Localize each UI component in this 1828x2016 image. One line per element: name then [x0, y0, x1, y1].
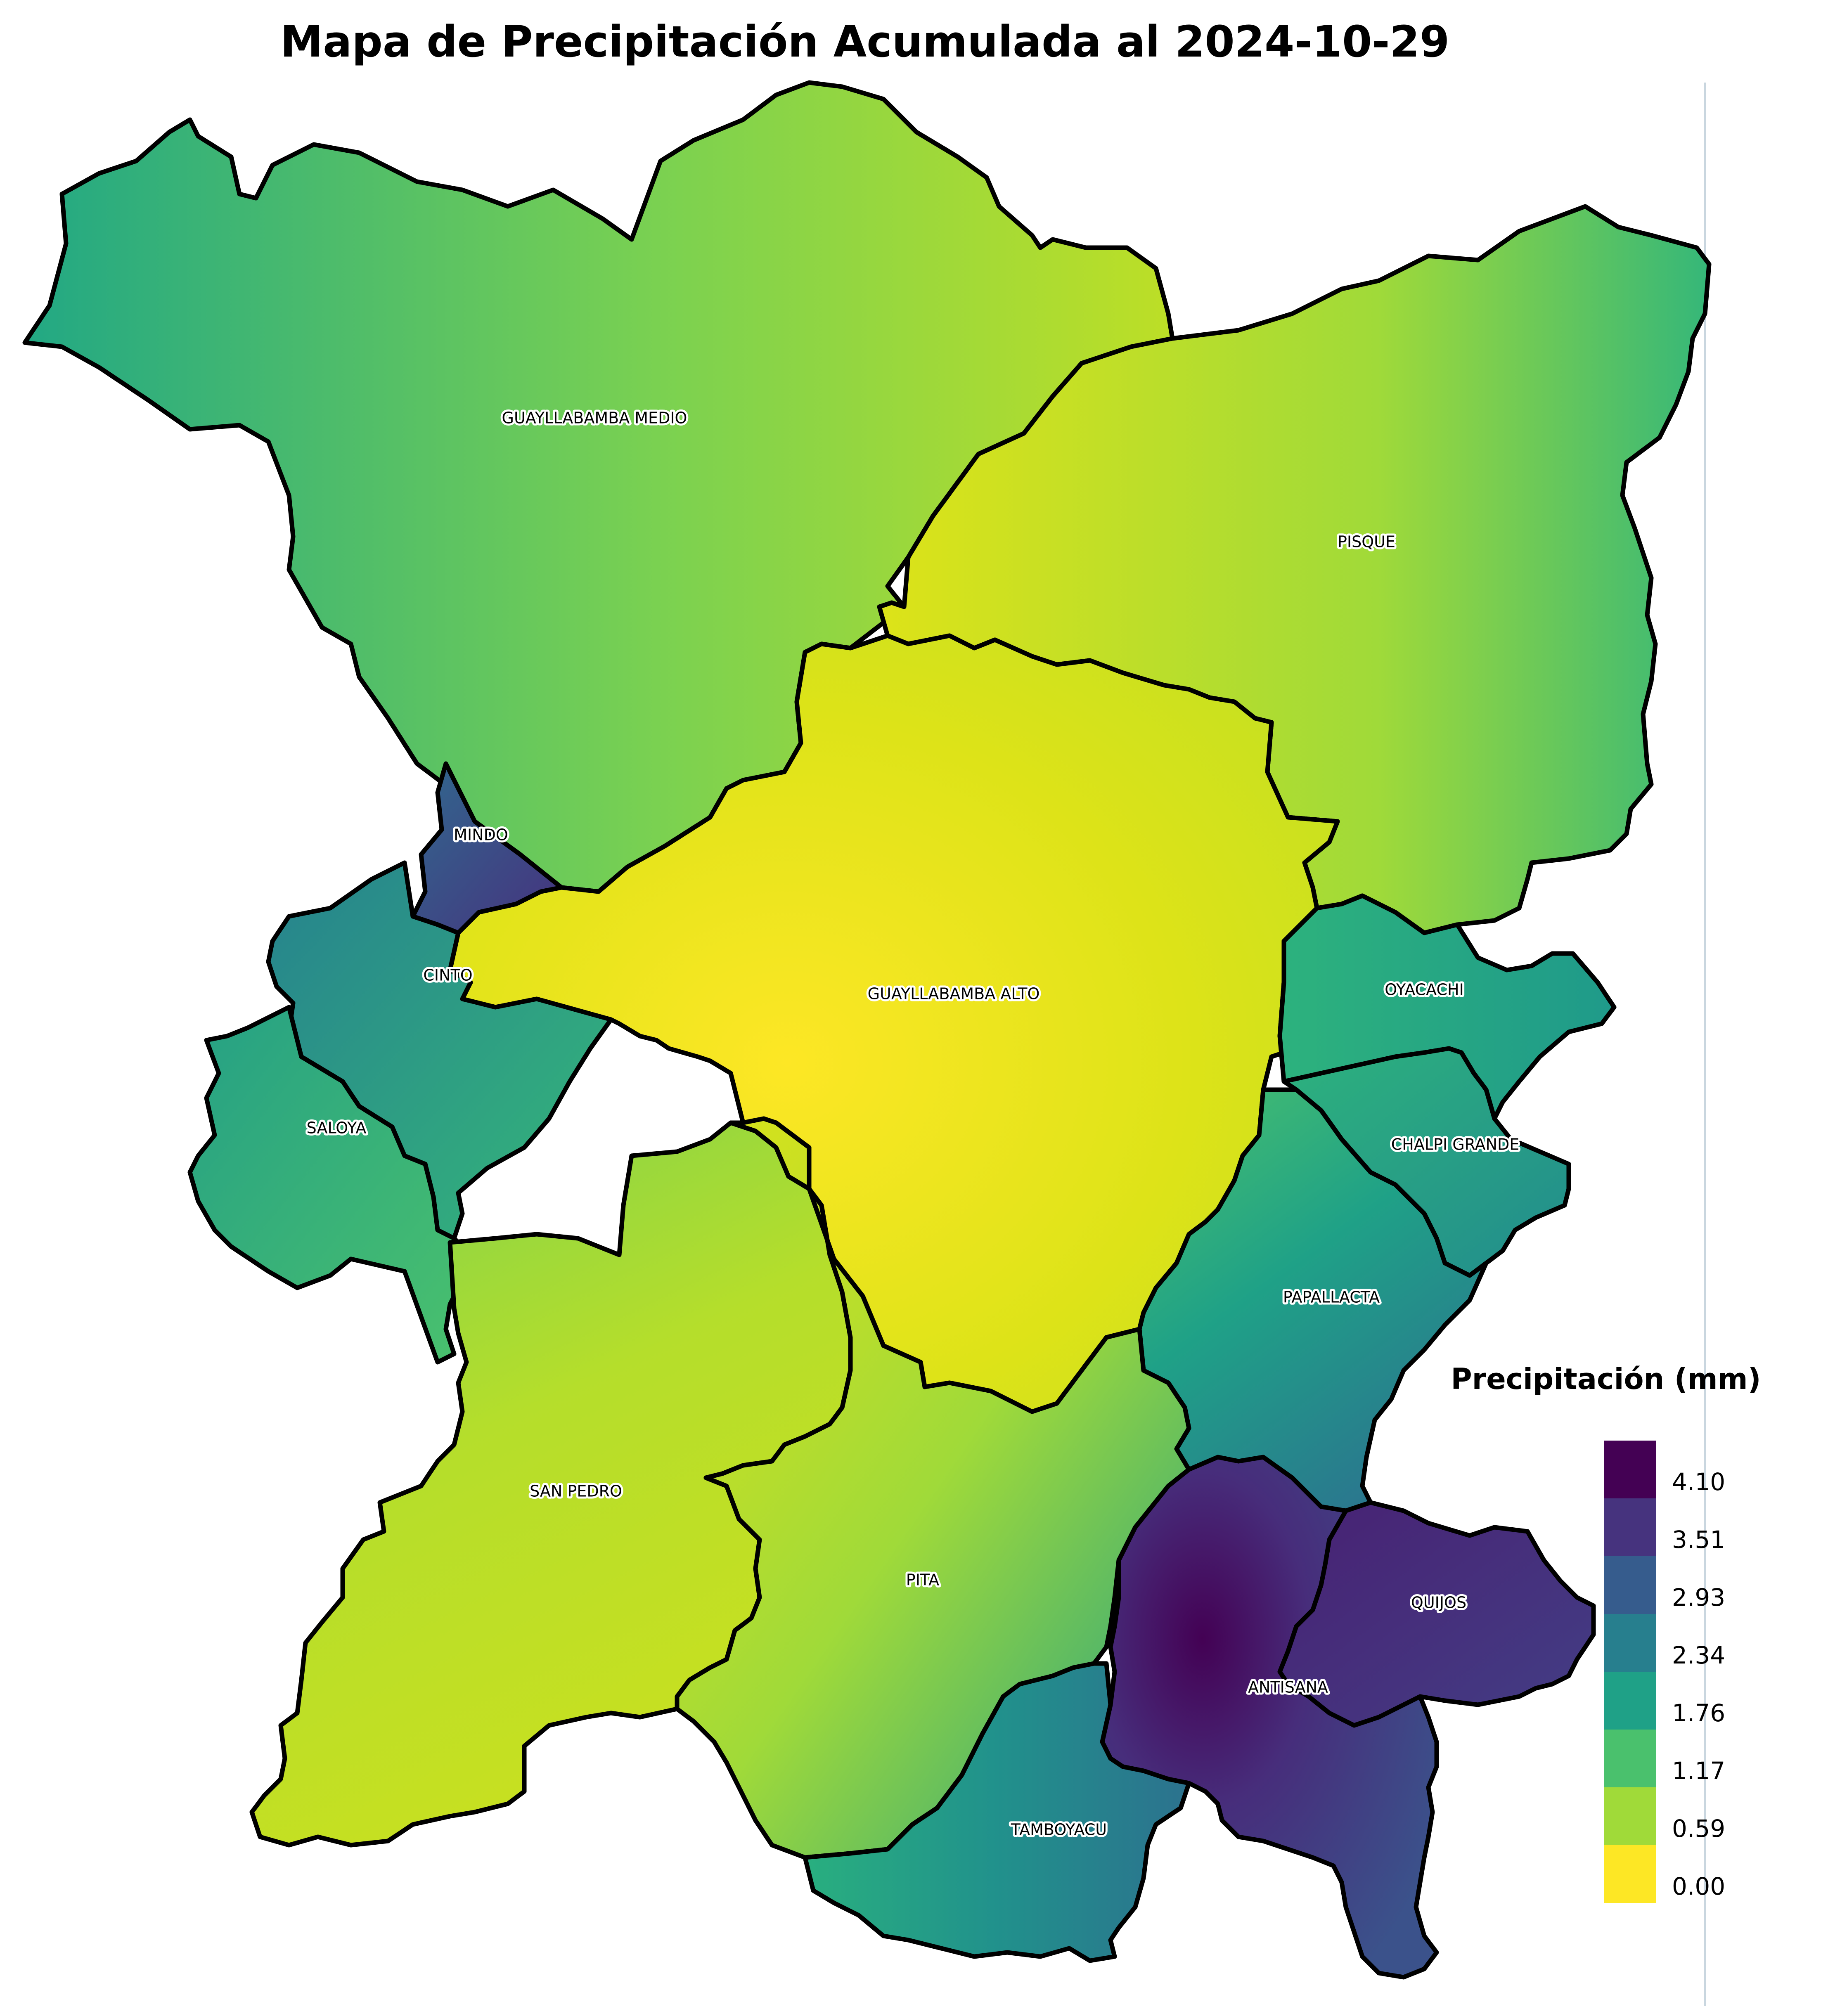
region-label-chalpi-grande: CHALPI GRANDE: [1391, 1136, 1519, 1154]
region-label-oyacachi: OYACACHI: [1385, 981, 1464, 999]
map-title: Mapa de Precipitación Acumulada al 2024-…: [280, 17, 1450, 67]
region-label-guayllabamba-medio: GUAYLLABAMBA MEDIO: [502, 409, 687, 427]
legend-swatch-0-00: [1604, 1845, 1656, 1903]
legend-swatch-1-17: [1604, 1730, 1656, 1787]
region-label-quijos: QUIJOS: [1411, 1594, 1466, 1612]
region-label-san-pedro: SAN PEDRO: [530, 1482, 622, 1500]
region-tamboyacu[interactable]: [803, 1661, 1191, 1963]
legend-swatch-2-93: [1604, 1556, 1656, 1614]
legend-label-1-76: 1.76: [1672, 1699, 1726, 1727]
legend-label-4-10: 4.10: [1672, 1468, 1726, 1496]
region-label-antisana: ANTISANA: [1248, 1678, 1328, 1697]
region-label-guayllabamba-alto: GUAYLLABAMBA ALTO: [868, 985, 1040, 1003]
legend-swatch-1-76: [1604, 1672, 1656, 1730]
legend-swatch-4-10: [1604, 1441, 1656, 1498]
region-label-cinto: CINTO: [423, 966, 472, 984]
legend-swatch-0-59: [1604, 1787, 1656, 1845]
legend-title: Precipitación (mm): [1451, 1362, 1761, 1396]
region-label-pita: PITA: [906, 1571, 939, 1589]
region-label-mindo: MINDO: [454, 826, 508, 844]
region-label-tamboyacu: TAMBOYACU: [1011, 1821, 1107, 1839]
region-label-saloya: SALOYA: [307, 1119, 367, 1137]
legend-label-1-17: 1.17: [1672, 1757, 1726, 1785]
legend-label-2-93: 2.93: [1672, 1583, 1726, 1611]
region-label-pisque: PISQUE: [1338, 533, 1395, 551]
legend-label-2-34: 2.34: [1672, 1641, 1726, 1669]
legend-label-0-00: 0.00: [1672, 1872, 1726, 1900]
legend-swatch-3-51: [1604, 1498, 1656, 1556]
region-label-papallacta: PAPALLACTA: [1283, 1288, 1380, 1306]
legend-label-3-51: 3.51: [1672, 1526, 1726, 1554]
region-saloya[interactable]: [187, 1005, 473, 1365]
legend-swatch-2-34: [1604, 1614, 1656, 1672]
legend-label-0-59: 0.59: [1672, 1815, 1726, 1843]
